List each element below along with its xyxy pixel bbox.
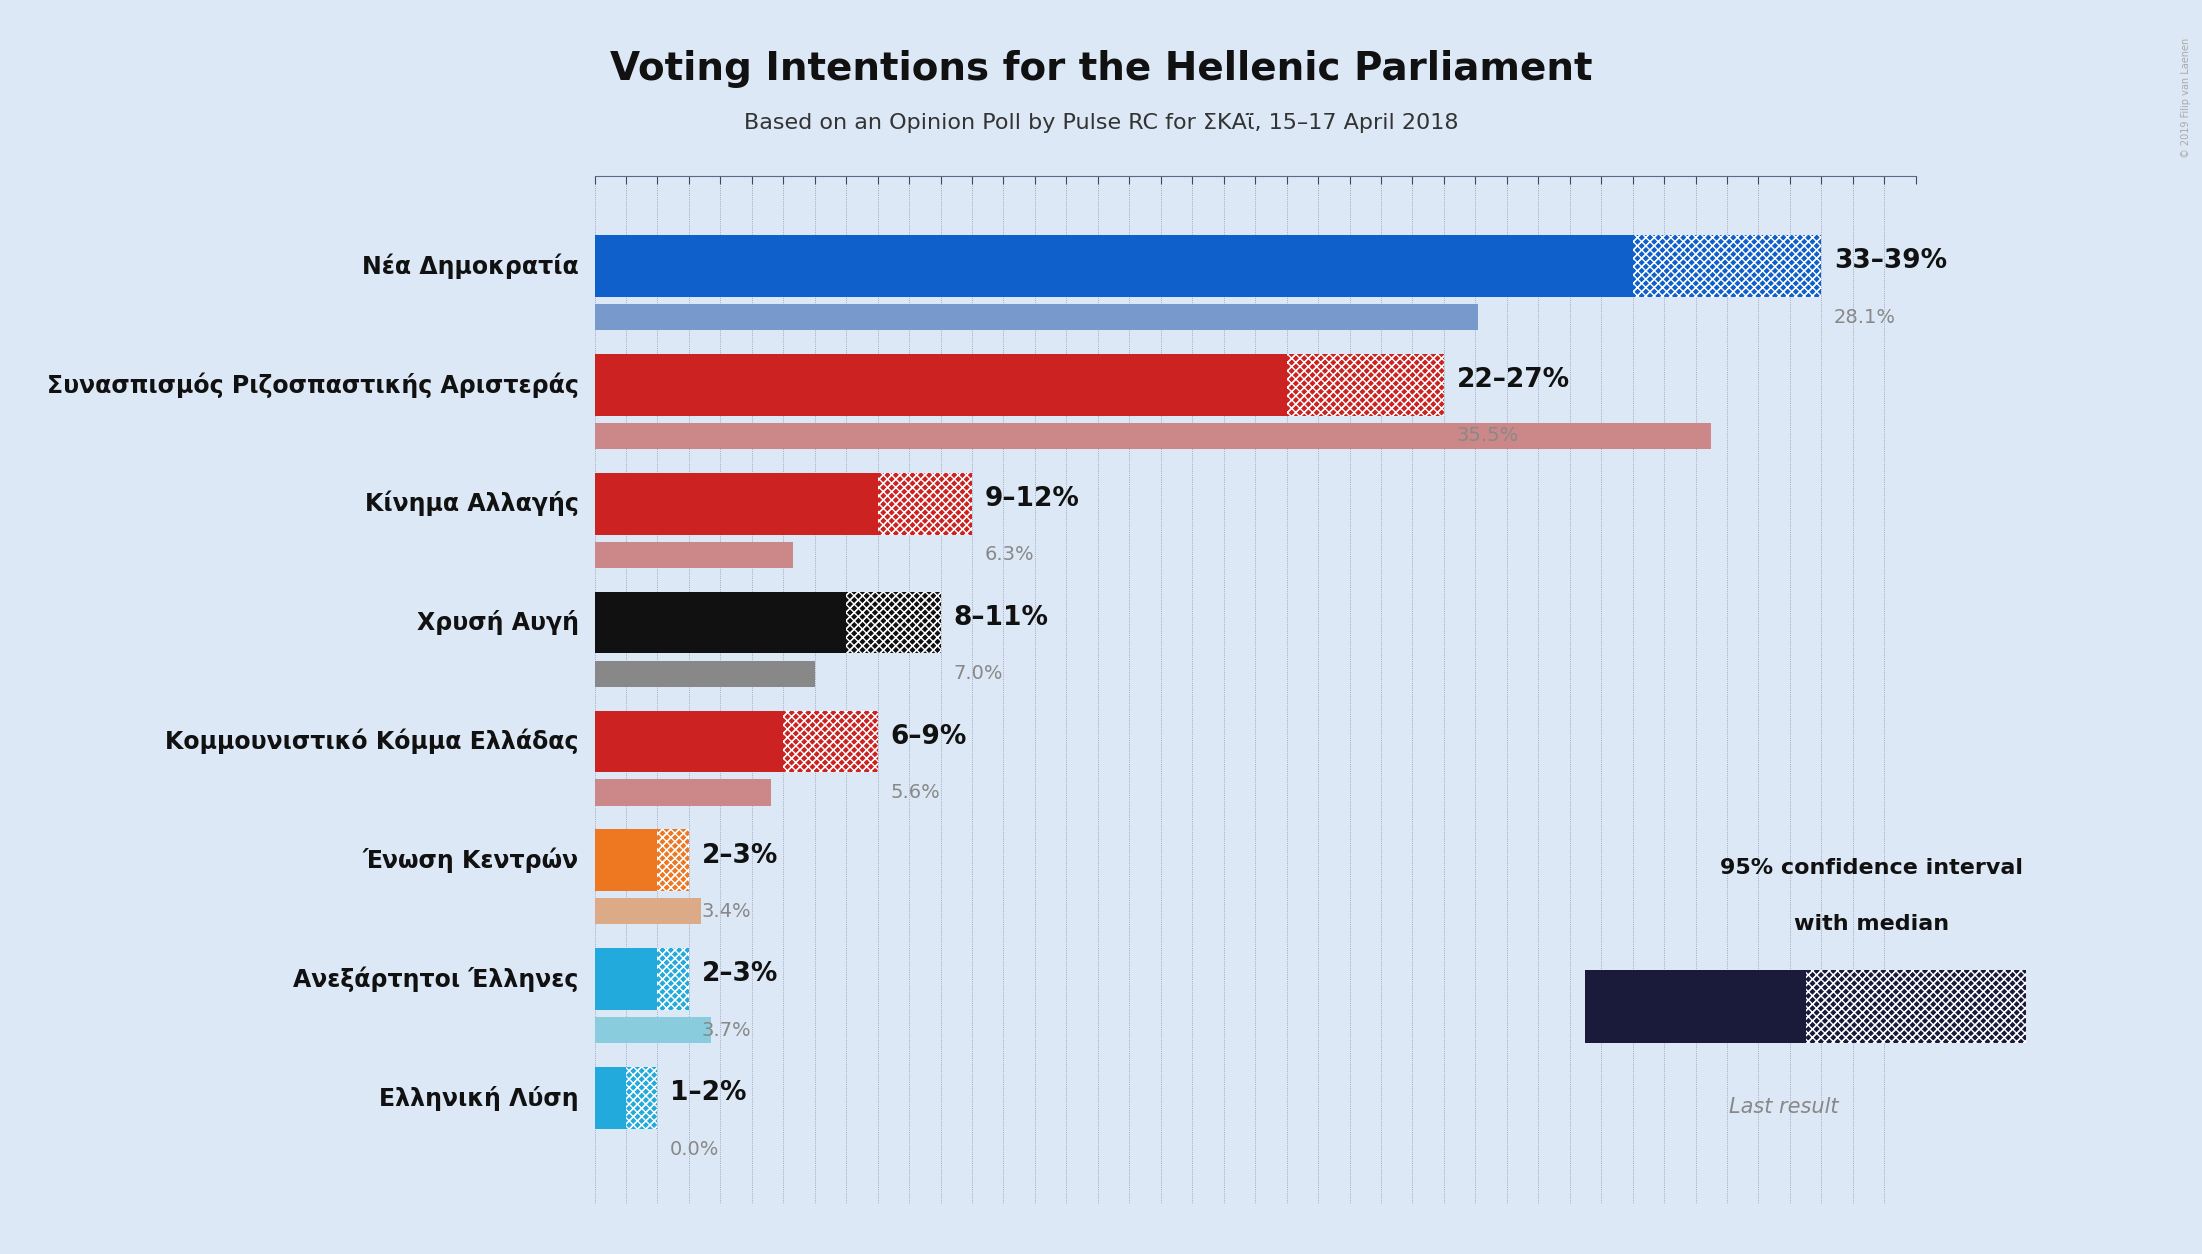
Bar bbox=[595, 354, 1286, 415]
Text: Last result: Last result bbox=[1729, 1097, 1839, 1117]
Text: 1–2%: 1–2% bbox=[669, 1080, 746, 1106]
Text: Νέα Δημοκρατία: Νέα Δημοκρατία bbox=[361, 253, 579, 278]
Text: 95% confidence interval: 95% confidence interval bbox=[1720, 858, 2024, 878]
Text: 2–3%: 2–3% bbox=[702, 962, 777, 987]
Text: 8–11%: 8–11% bbox=[953, 604, 1048, 631]
Bar bbox=[658, 829, 689, 892]
Text: 28.1%: 28.1% bbox=[1834, 307, 1896, 326]
Text: 0.0%: 0.0% bbox=[669, 1140, 720, 1159]
Text: 3.4%: 3.4% bbox=[702, 902, 751, 920]
Text: Κίνημα Αλλαγής: Κίνημα Αλλαγής bbox=[366, 490, 579, 517]
Bar bbox=[846, 592, 940, 653]
Text: Ένωση Κεντρών: Ένωση Κεντρών bbox=[363, 848, 579, 873]
Bar bbox=[595, 948, 658, 1009]
Text: 6–9%: 6–9% bbox=[890, 724, 967, 750]
Text: 22–27%: 22–27% bbox=[1456, 367, 1570, 393]
Bar bbox=[595, 829, 658, 892]
Bar bbox=[846, 592, 940, 653]
Bar bbox=[595, 711, 784, 772]
Text: Based on an Opinion Poll by Pulse RC for ΣΚΑϊ̈, 15–17 April 2018: Based on an Opinion Poll by Pulse RC for… bbox=[744, 113, 1458, 133]
Bar bbox=[595, 592, 846, 653]
Bar bbox=[1585, 969, 1806, 1043]
Bar bbox=[1632, 234, 1821, 297]
Bar bbox=[658, 948, 689, 1009]
Text: Κομμουνιστικό Κόμμα Ελλάδας: Κομμουνιστικό Κόμμα Ελλάδας bbox=[165, 729, 579, 754]
Text: Voting Intentions for the Hellenic Parliament: Voting Intentions for the Hellenic Parli… bbox=[610, 50, 1592, 88]
Text: 33–39%: 33–39% bbox=[1834, 248, 1947, 275]
Bar bbox=[595, 898, 702, 924]
Bar bbox=[595, 423, 1711, 449]
Text: © 2019 Filip van Laenen: © 2019 Filip van Laenen bbox=[2180, 38, 2191, 158]
Bar bbox=[595, 542, 793, 568]
Bar bbox=[595, 1017, 711, 1043]
Text: Χρυσή Αυγή: Χρυσή Αυγή bbox=[416, 609, 579, 635]
Bar bbox=[784, 711, 879, 772]
Bar bbox=[595, 661, 815, 687]
Text: 35.5%: 35.5% bbox=[1456, 426, 1519, 445]
Bar bbox=[625, 1067, 658, 1129]
Text: with median: with median bbox=[1795, 914, 1949, 934]
Bar bbox=[879, 473, 971, 534]
Bar bbox=[595, 473, 879, 534]
Text: 2–3%: 2–3% bbox=[702, 843, 777, 869]
Bar bbox=[595, 234, 1632, 297]
Text: Ελληνική Λύση: Ελληνική Λύση bbox=[379, 1086, 579, 1111]
Bar bbox=[784, 711, 879, 772]
Bar bbox=[1286, 354, 1445, 415]
Text: 3.7%: 3.7% bbox=[702, 1021, 751, 1040]
Bar bbox=[1286, 354, 1445, 415]
Text: 6.3%: 6.3% bbox=[984, 545, 1035, 564]
Bar bbox=[595, 303, 1478, 330]
Bar bbox=[1806, 969, 2026, 1043]
Bar bbox=[658, 829, 689, 892]
Bar bbox=[625, 1067, 658, 1129]
Text: Συνασπισμός Ριζοσπαστικής Αριστεράς: Συνασπισμός Ριζοσπαστικής Αριστεράς bbox=[46, 372, 579, 398]
Bar bbox=[658, 948, 689, 1009]
Text: 9–12%: 9–12% bbox=[984, 485, 1079, 512]
Text: 5.6%: 5.6% bbox=[890, 782, 940, 803]
Bar bbox=[595, 1067, 625, 1129]
Bar bbox=[1632, 234, 1821, 297]
Bar bbox=[595, 780, 771, 805]
Bar bbox=[879, 473, 971, 534]
Text: 7.0%: 7.0% bbox=[953, 665, 1002, 683]
Bar bbox=[1806, 969, 2026, 1043]
Text: Ανεξάρτητοι Έλληνες: Ανεξάρτητοι Έλληνες bbox=[293, 967, 579, 992]
